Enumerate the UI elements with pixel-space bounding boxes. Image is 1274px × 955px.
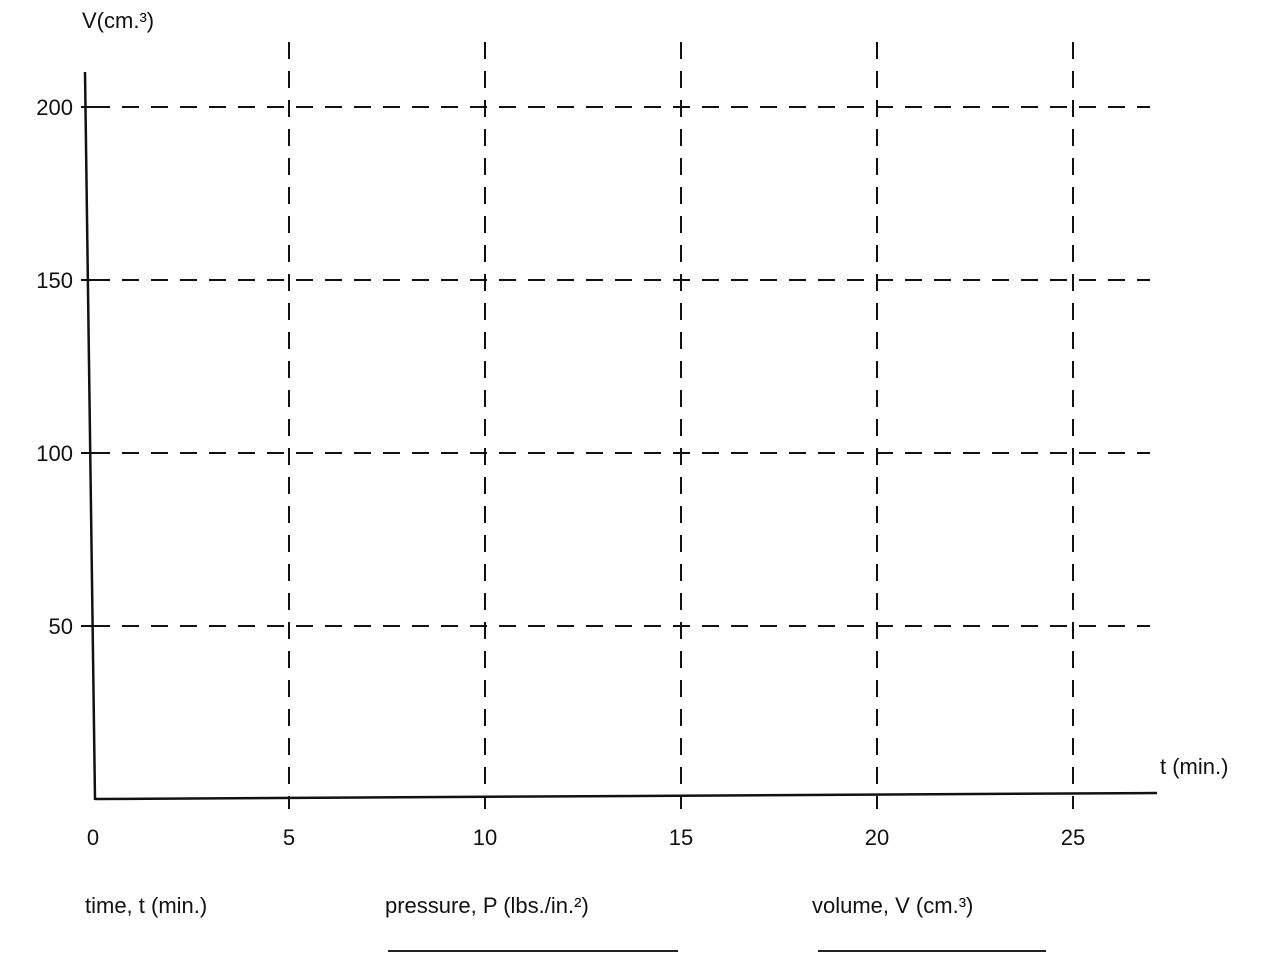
chart: 50 100 150 200 0 5 10 15 20 25 V(cm.³) t (min.): [36, 8, 1228, 850]
y-tick-label: 100: [36, 441, 73, 466]
y-tick-label: 150: [36, 268, 73, 293]
y-tick-label: 50: [49, 614, 73, 639]
volume-blank-line: [818, 950, 1046, 952]
x-tick-label: 5: [283, 825, 295, 850]
grid: [93, 42, 1150, 799]
y-axis: [83, 71, 97, 801]
table-heading-volume: volume, V (cm.³): [812, 893, 974, 918]
table-heading-pressure: pressure, P (lbs./in.²): [385, 893, 589, 918]
x-tick-label: 25: [1061, 825, 1085, 850]
axis-ticks: [81, 106, 1074, 809]
tick-labels: 50 100 150 200 0 5 10 15 20 25: [36, 95, 1085, 850]
table-heading-time: time, t (min.): [85, 893, 208, 918]
x-tick-label: 20: [865, 825, 889, 850]
x-tick-label: 15: [669, 825, 693, 850]
y-tick-label: 200: [36, 95, 73, 120]
x-tick-label: 10: [473, 825, 497, 850]
x-axis: [94, 791, 1158, 801]
x-tick-label: 0: [87, 825, 99, 850]
x-axis-title: t (min.): [1160, 754, 1228, 779]
pressure-blank-line: [388, 950, 678, 952]
y-axis-title: V(cm.³): [82, 8, 154, 33]
